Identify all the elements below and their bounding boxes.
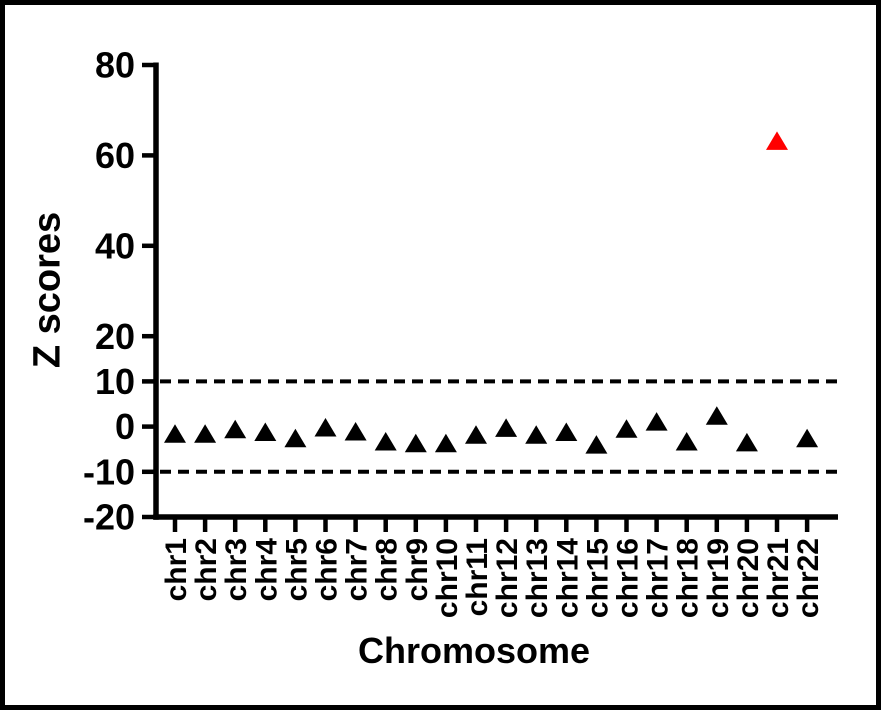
x-tick-label: chr14 — [551, 538, 584, 618]
x-tick-label: chr18 — [672, 538, 705, 618]
x-tick-label: chr16 — [612, 538, 645, 618]
x-tick-label: chr7 — [341, 538, 374, 601]
data-point-chr16 — [615, 419, 638, 438]
x-tick-label: chr10 — [431, 538, 464, 618]
data-point-chr22 — [796, 428, 819, 448]
y-tick-label: 10 — [95, 361, 135, 402]
data-point-chr13 — [525, 425, 548, 444]
data-point-chr14 — [555, 422, 578, 441]
x-tick-label: chr5 — [280, 538, 313, 601]
y-tick-label: 60 — [95, 135, 135, 176]
data-point-chr21 — [766, 131, 788, 150]
x-tick-label: chr17 — [642, 538, 675, 618]
y-tick-label: 0 — [115, 406, 135, 447]
data-point-chr20 — [735, 432, 758, 452]
y-tick-label: -20 — [83, 497, 135, 538]
x-tick-label: chr9 — [401, 538, 434, 601]
x-tick-label: chr15 — [581, 538, 614, 618]
x-tick-label: chr2 — [190, 538, 223, 601]
x-tick-label: chr20 — [732, 538, 765, 618]
y-tick-label: -10 — [83, 451, 135, 492]
data-point-chr7 — [344, 422, 367, 441]
x-tick-label: chr12 — [491, 538, 524, 618]
x-tick-label: chr6 — [311, 538, 344, 601]
data-point-chr12 — [495, 418, 518, 437]
x-tick-label: chr8 — [371, 538, 404, 601]
x-tick-label: chr22 — [792, 538, 825, 618]
x-tick-label: chr1 — [160, 538, 193, 601]
data-point-chr5 — [284, 428, 307, 448]
data-point-chr4 — [254, 422, 277, 441]
x-tick-label: chr3 — [220, 538, 253, 601]
y-tick-label: 40 — [95, 225, 135, 266]
x-tick-label: chr21 — [762, 538, 795, 618]
y-axis-title: Z scores — [26, 212, 68, 368]
data-point-chr17 — [645, 412, 668, 431]
data-point-chr15 — [585, 435, 608, 454]
plot-generated-layer: 80604020100-10-20chr1chr2chr3chr4chr5chr… — [83, 45, 838, 618]
y-tick-label: 20 — [95, 316, 135, 357]
z-score-scatter-plot: 80604020100-10-20chr1chr2chr3chr4chr5chr… — [26, 45, 838, 671]
data-point-chr11 — [465, 425, 487, 444]
data-point-chr10 — [434, 433, 457, 453]
data-point-chr8 — [374, 431, 397, 451]
x-tick-label: chr13 — [521, 538, 554, 618]
data-point-chr1 — [164, 424, 186, 443]
data-point-chr19 — [705, 406, 728, 425]
x-axis-title: Chromosome — [358, 630, 590, 671]
x-tick-label: chr19 — [702, 538, 735, 618]
data-point-chr9 — [404, 433, 427, 453]
data-point-chr6 — [314, 417, 337, 437]
data-point-chr2 — [194, 424, 217, 443]
y-tick-label: 80 — [95, 45, 135, 86]
x-tick-label: chr11 — [461, 538, 494, 616]
data-point-chr18 — [675, 431, 698, 451]
x-tick-label: chr4 — [250, 538, 283, 602]
data-point-chr3 — [224, 419, 247, 439]
